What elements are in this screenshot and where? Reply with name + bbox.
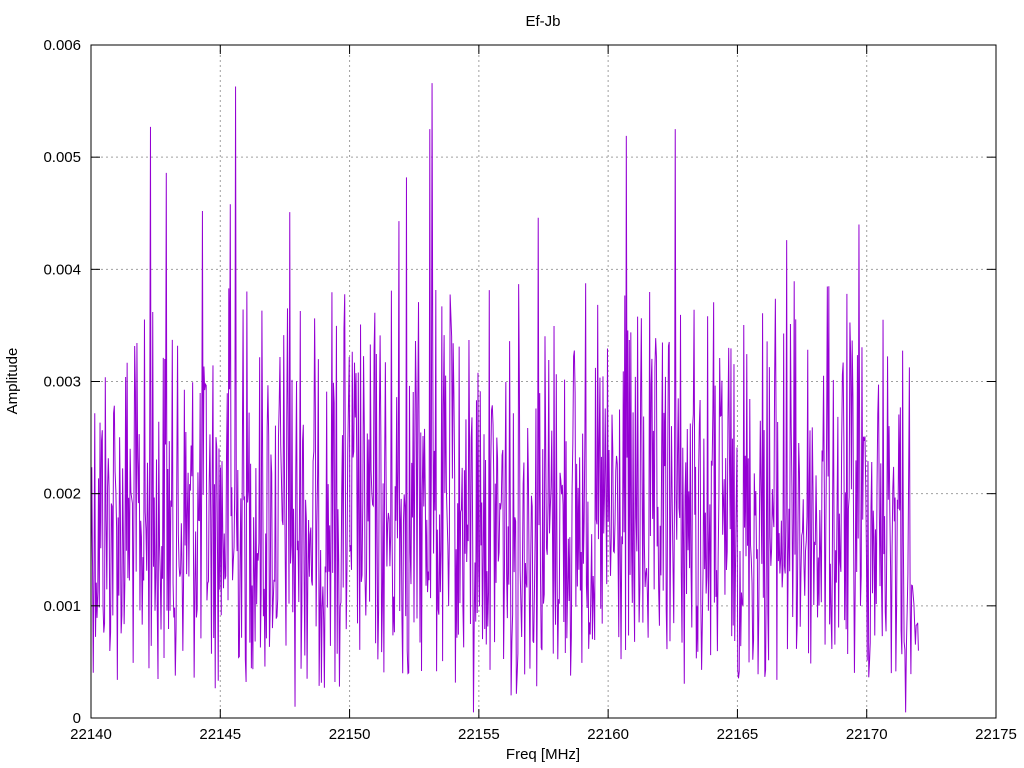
x-tick-label: 22170 — [846, 726, 888, 743]
y-tick-label: 0.006 — [43, 37, 81, 54]
x-tick-label: 22175 — [975, 726, 1017, 743]
chart-title: Ef-Jb — [525, 13, 560, 30]
y-tick-label: 0.003 — [43, 374, 81, 391]
x-tick-label: 22165 — [717, 726, 759, 743]
x-tick-label: 22140 — [70, 726, 112, 743]
y-tick-label: 0.002 — [43, 486, 81, 503]
axis-ticks: 22140 22145 22150 22155 22160 22165 22170 22175… — [43, 37, 1016, 743]
y-tick-label: 0.004 — [43, 261, 81, 278]
y-axis-label: Amplitude — [4, 348, 21, 415]
grid-lines — [91, 45, 996, 718]
series-line — [90, 83, 919, 713]
y-tick-label: 0.001 — [43, 598, 81, 615]
x-tick-label: 22150 — [329, 726, 371, 743]
x-tick-label: 22160 — [587, 726, 629, 743]
x-tick-label: 22145 — [199, 726, 241, 743]
x-axis-label: Freq [MHz] — [506, 746, 580, 763]
y-tick-label: 0 — [73, 710, 81, 727]
y-tick-label: 0.005 — [43, 149, 81, 166]
x-tick-label: 22155 — [458, 726, 500, 743]
